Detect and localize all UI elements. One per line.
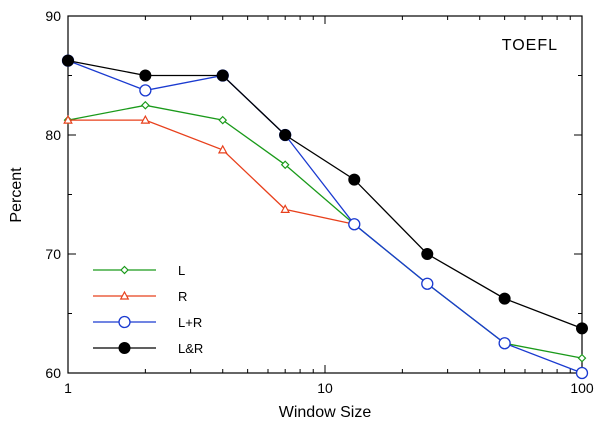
data-point: [139, 84, 152, 97]
data-point: [498, 292, 511, 305]
y-tick-label: 90: [45, 8, 61, 24]
chart-annotation: TOEFL: [502, 37, 558, 54]
series-L&R: [62, 54, 588, 335]
data-point: [63, 114, 73, 124]
x-tick-label: 10: [317, 380, 333, 396]
data-point: [216, 69, 229, 82]
y-axis-title: Percent: [8, 167, 25, 223]
data-point: [498, 337, 511, 350]
legend-label: L+R: [178, 315, 202, 330]
data-point: [577, 353, 587, 363]
legend-label: L: [178, 263, 185, 278]
series-L+R: [61, 54, 589, 380]
data-point: [279, 129, 292, 141]
legend-label: R: [178, 289, 187, 304]
data-point: [141, 100, 150, 110]
data-point: [119, 290, 130, 300]
y-tick-label: 60: [45, 365, 61, 381]
data-point: [118, 315, 131, 329]
series-layer: [61, 54, 589, 380]
data-point: [421, 277, 434, 290]
data-point: [140, 114, 151, 124]
series-line: [67, 59, 583, 374]
x-tick-label: 1: [64, 380, 72, 396]
x-tick-label: 100: [570, 380, 594, 396]
series-line: [67, 104, 583, 359]
legend: LR L+R L&R: [93, 263, 203, 356]
x-axis-title: Window Size: [279, 404, 372, 421]
legend-item-L+R: L+R: [93, 315, 202, 330]
data-point: [62, 54, 74, 67]
data-point: [217, 144, 228, 154]
series-line: [68, 119, 355, 225]
data-point: [348, 173, 361, 186]
data-point: [421, 248, 434, 260]
data-point: [348, 218, 361, 231]
data-point: [280, 160, 290, 170]
data-point: [576, 322, 588, 335]
data-point: [120, 265, 129, 275]
data-point: [118, 342, 131, 354]
y-axis-ticks: 60 70 80 90: [45, 8, 582, 381]
y-tick-label: 70: [45, 246, 61, 262]
legend-label: L&R: [178, 341, 203, 356]
data-point: [218, 115, 228, 125]
data-point: [280, 204, 290, 213]
legend-item-R: R: [93, 289, 187, 304]
y-tick-label: 80: [45, 127, 61, 143]
legend-item-L: L: [93, 263, 185, 278]
series-line: [67, 59, 583, 330]
data-point: [139, 69, 152, 82]
legend-item-L&R: L&R: [93, 341, 203, 356]
data-point: [575, 366, 589, 380]
